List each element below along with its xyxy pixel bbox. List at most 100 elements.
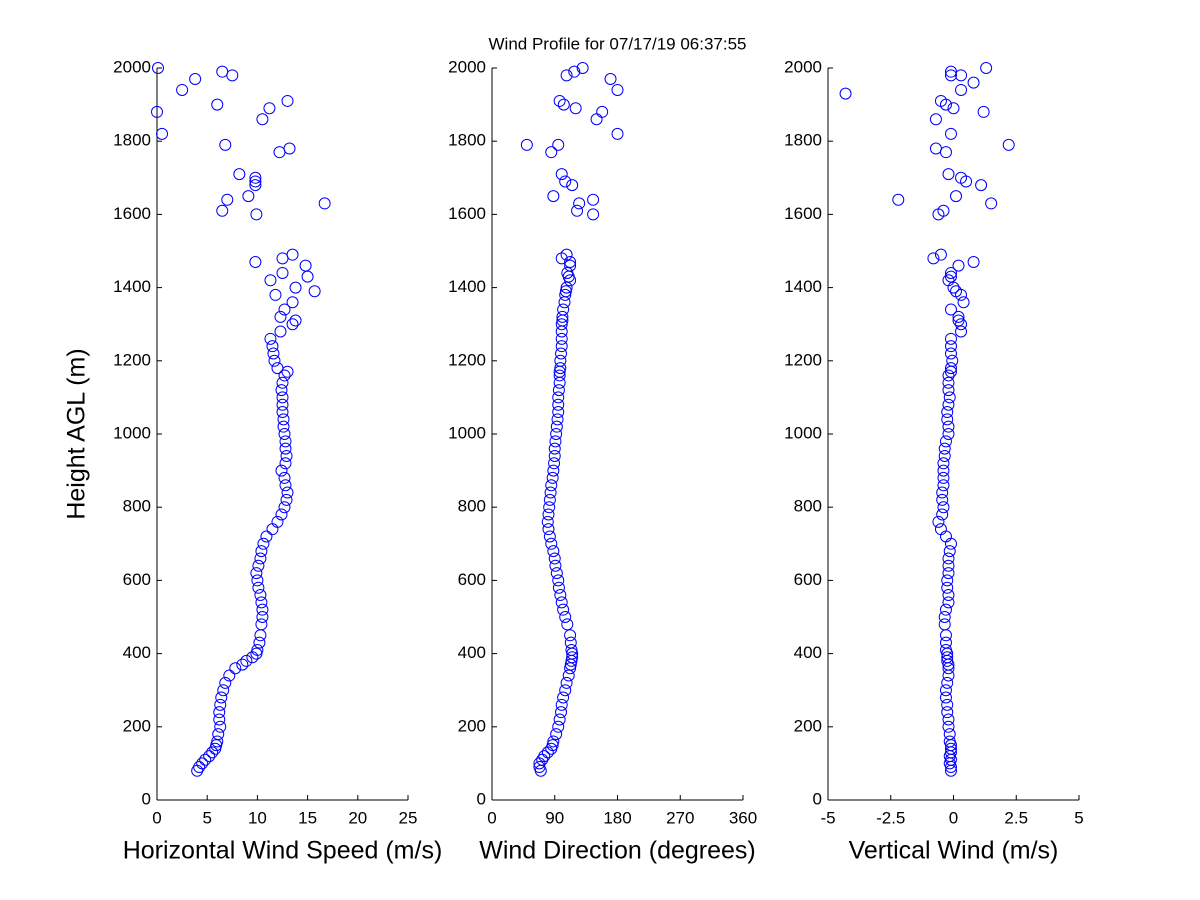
data-point [279, 457, 292, 470]
x-axis-label: Horizontal Wind Speed (m/s) [123, 837, 443, 865]
data-point [562, 669, 575, 682]
data-point [938, 611, 951, 623]
data-point [967, 76, 980, 89]
data-point [944, 347, 957, 360]
data-point [929, 142, 942, 155]
data-point [542, 523, 555, 536]
y-tick-label: 1200 [784, 350, 822, 369]
data-point [839, 87, 852, 100]
data-point [289, 314, 302, 327]
data-point [252, 559, 265, 572]
x-tick-label: 0 [949, 808, 958, 827]
y-tick-label: 1400 [448, 277, 486, 296]
data-point [892, 193, 905, 206]
data-point [549, 435, 562, 448]
data-point [936, 493, 949, 506]
data-point [213, 706, 226, 719]
y-tick-label: 400 [458, 643, 486, 662]
data-point [942, 567, 955, 580]
data-point [256, 603, 269, 616]
data-point [213, 713, 226, 726]
data-point [308, 285, 321, 298]
data-point [286, 248, 299, 261]
data-point [565, 643, 578, 656]
data-point [189, 72, 202, 85]
data-point [251, 643, 264, 656]
data-point [560, 69, 573, 82]
data-point [277, 420, 290, 433]
data-point [301, 270, 314, 283]
data-point [269, 288, 282, 301]
data-point [264, 274, 277, 287]
data-point [280, 449, 293, 462]
data-point [545, 479, 558, 492]
data-point [937, 471, 950, 484]
data-point [568, 65, 581, 78]
data-point [548, 449, 561, 462]
data-point [952, 310, 965, 323]
data-point [611, 127, 624, 140]
data-point [560, 676, 573, 689]
data-point [941, 406, 954, 419]
data-point [151, 105, 163, 118]
data-point [941, 574, 954, 587]
data-point [934, 248, 947, 261]
data-point [555, 596, 568, 609]
data-point [938, 442, 951, 455]
data-point [551, 413, 564, 426]
data-point [952, 314, 965, 327]
x-tick-label: 2.5 [1004, 808, 1028, 827]
data-point [942, 168, 955, 181]
data-point [553, 713, 566, 726]
data-point [1002, 138, 1015, 151]
data-point [216, 204, 229, 217]
data-point [944, 332, 957, 345]
y-tick-label: 1200 [448, 350, 486, 369]
data-point [555, 332, 568, 345]
x-axis-label: Vertical Wind (m/s) [849, 837, 1059, 865]
data-point [946, 354, 959, 367]
data-point [557, 691, 570, 704]
data-point [242, 190, 255, 203]
data-point [252, 581, 265, 594]
data-point [271, 515, 284, 528]
data-point [552, 581, 565, 594]
data-point [555, 347, 568, 360]
data-point [927, 252, 940, 265]
x-tick-label: 360 [729, 808, 757, 827]
data-point [942, 552, 955, 565]
data-point [564, 629, 577, 642]
data-point [937, 479, 950, 492]
data-point [267, 347, 280, 360]
data-point [257, 537, 270, 550]
data-point [952, 259, 965, 272]
data-point [587, 208, 600, 221]
x-axis-label: Wind Direction (degrees) [479, 837, 756, 865]
data-point [229, 662, 242, 675]
data-point [541, 515, 554, 528]
data-point [564, 255, 577, 268]
data-point [611, 83, 624, 96]
data-point [944, 127, 957, 140]
data-point [587, 193, 600, 206]
data-point [554, 589, 567, 602]
data-point [557, 603, 570, 616]
data-point [223, 669, 236, 682]
data-point [255, 618, 268, 631]
y-tick-label: 1800 [784, 131, 822, 150]
data-point [950, 190, 963, 203]
data-point [547, 545, 560, 558]
data-point [942, 428, 955, 440]
data-point [203, 750, 216, 763]
data-point [555, 168, 568, 181]
y-tick-label: 200 [794, 716, 822, 735]
y-tick-label: 1400 [113, 277, 151, 296]
chart-title: Wind Profile for 07/17/19 06:37:55 [489, 34, 747, 53]
data-point [977, 105, 990, 118]
data-point [555, 706, 568, 719]
data-point [936, 486, 949, 499]
data-point [941, 706, 954, 719]
data-point [929, 113, 942, 126]
data-point [554, 362, 567, 375]
data-point [573, 197, 586, 210]
